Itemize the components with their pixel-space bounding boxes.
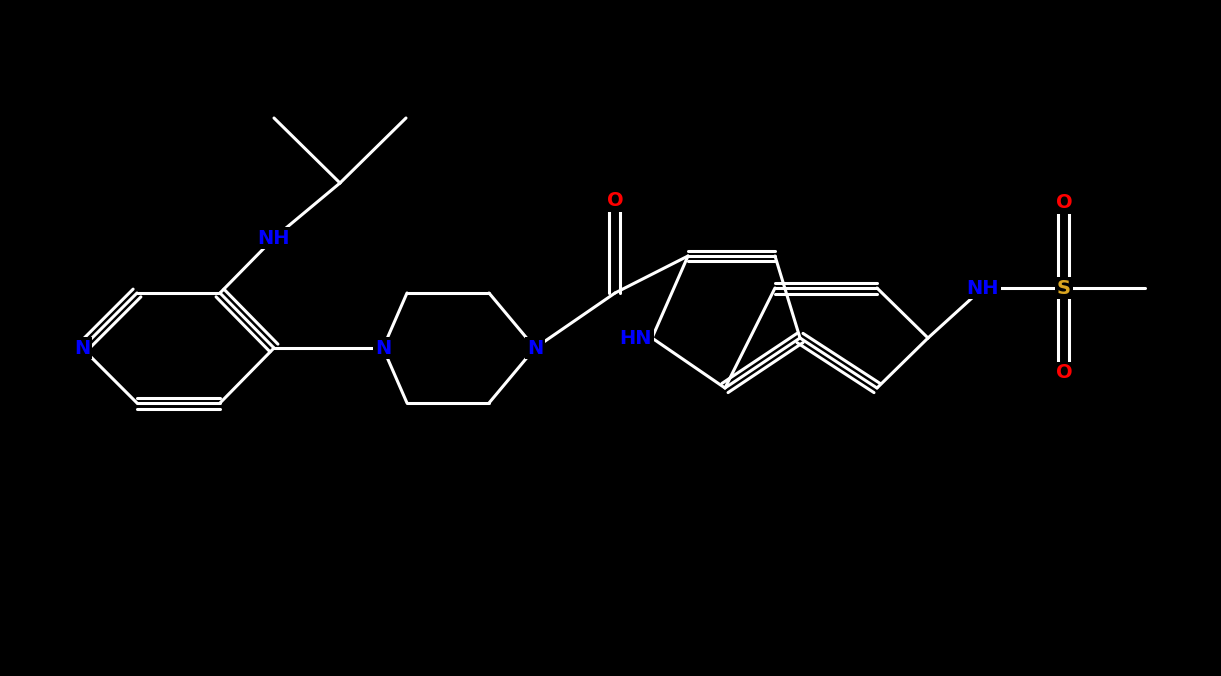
Text: N: N (375, 339, 391, 358)
Text: O: O (607, 191, 623, 210)
Text: S: S (1057, 279, 1071, 297)
Text: O: O (1056, 193, 1072, 212)
Text: NH: NH (967, 279, 999, 297)
Text: N: N (74, 339, 90, 358)
Text: O: O (1056, 364, 1072, 383)
Text: NH: NH (258, 228, 291, 247)
Text: N: N (527, 339, 543, 358)
Text: HN: HN (619, 329, 652, 347)
